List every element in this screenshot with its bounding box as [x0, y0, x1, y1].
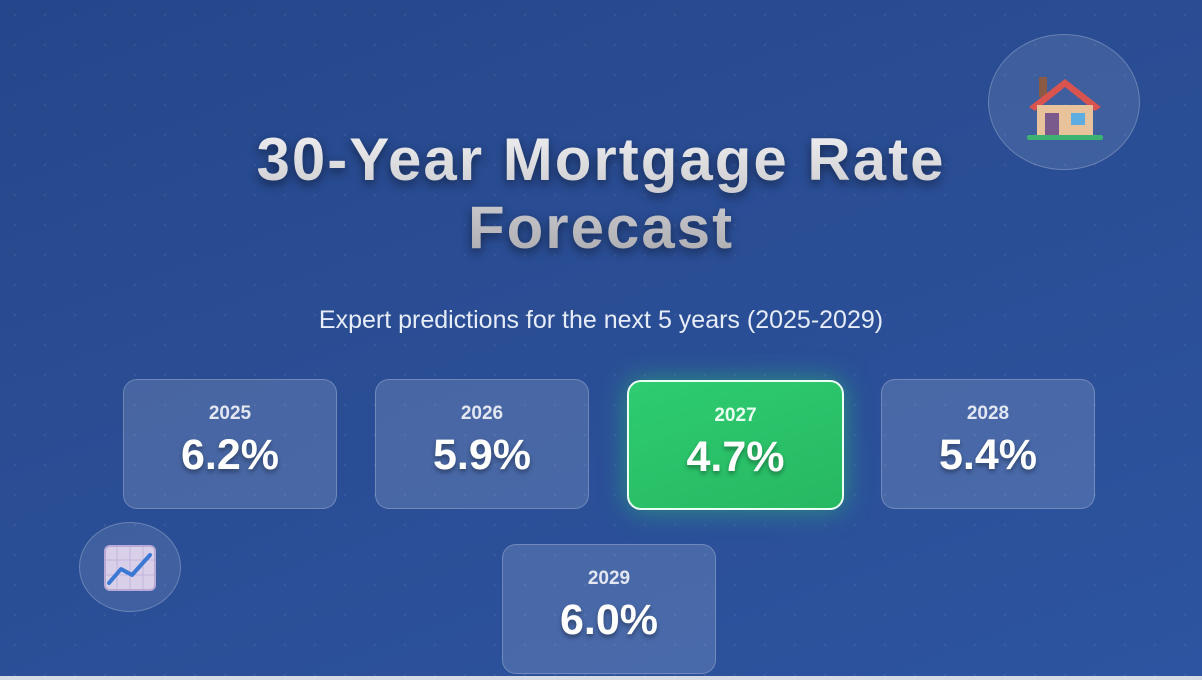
forecast-rate: 5.4%	[938, 431, 1037, 479]
forecast-year: 2026	[460, 403, 504, 424]
forecast-year: 2028	[966, 403, 1010, 424]
forecast-card-2026: 2026 5.9%	[375, 379, 589, 509]
forecast-year: 2025	[208, 403, 252, 424]
forecast-rate: 6.0%	[559, 596, 658, 644]
house-icon-bubble	[988, 34, 1140, 170]
title-line-2: Forecast	[467, 194, 735, 261]
page-title: 30-Year Mortgage Rate Forecast	[0, 126, 1202, 262]
forecast-card-2027: 2027 4.7%	[627, 380, 844, 510]
title-line-1: 30-Year Mortgage Rate	[256, 126, 946, 193]
chart-increasing-icon	[104, 545, 156, 591]
forecast-card-2029: 2029 6.0%	[502, 544, 716, 674]
bottom-border	[0, 676, 1202, 680]
forecast-card-2028: 2028 5.4%	[881, 379, 1095, 509]
forecast-rate: 5.9%	[432, 431, 531, 479]
forecast-card-2025: 2025 6.2%	[123, 379, 337, 509]
forecast-rate: 6.2%	[180, 431, 279, 479]
page-subtitle: Expert predictions for the next 5 years …	[318, 306, 884, 334]
house-icon	[1027, 77, 1103, 140]
forecast-rate: 4.7%	[686, 433, 785, 481]
chart-icon-bubble	[79, 522, 181, 612]
forecast-year: 2027	[714, 405, 757, 426]
forecast-year: 2029	[587, 568, 631, 589]
